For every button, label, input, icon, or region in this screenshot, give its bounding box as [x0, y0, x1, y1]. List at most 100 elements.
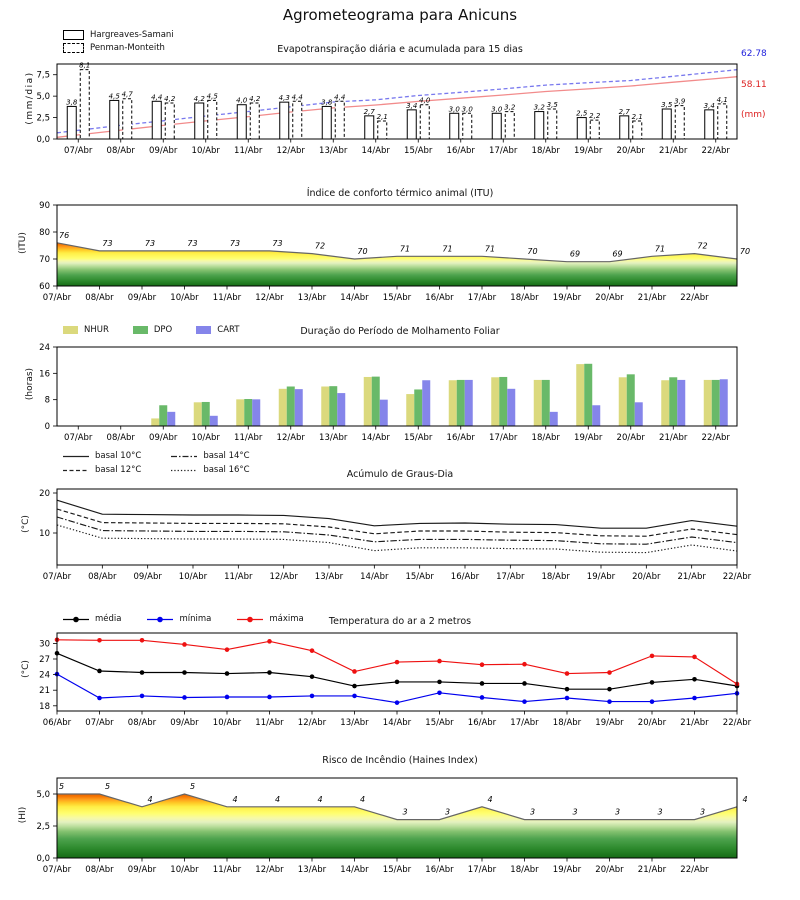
svg-text:71: 71: [485, 244, 495, 253]
svg-text:10/Abr: 10/Abr: [179, 572, 208, 582]
svg-text:20/Abr: 20/Abr: [617, 433, 646, 443]
svg-text:24: 24: [39, 671, 50, 681]
svg-text:21/Abr: 21/Abr: [638, 865, 667, 875]
svg-text:19/Abr: 19/Abr: [574, 146, 603, 156]
svg-text:0,0: 0,0: [36, 135, 50, 145]
svg-text:06/Abr: 06/Abr: [43, 718, 72, 728]
svg-text:2,7: 2,7: [619, 108, 631, 116]
svg-text:4,4: 4,4: [151, 93, 162, 101]
svg-text:14/Abr: 14/Abr: [362, 433, 391, 443]
maxima-line-swatch-icon: [237, 616, 264, 622]
svg-text:71: 71: [400, 244, 410, 253]
svg-text:73: 73: [230, 239, 240, 248]
svg-text:13/Abr: 13/Abr: [319, 433, 348, 443]
svg-text:3: 3: [700, 808, 705, 817]
leaf-wetness-chart: 0 8 16 24 07/Abr 08/Abr 09/Abr 10/Abr 11/Abr 12/A…: [39, 343, 738, 443]
svg-text:20/Abr: 20/Abr: [595, 293, 624, 303]
svg-text:20/Abr: 20/Abr: [638, 718, 667, 728]
svg-text:07/Abr: 07/Abr: [43, 865, 72, 875]
svg-text:19/Abr: 19/Abr: [553, 865, 582, 875]
svg-text:10/Abr: 10/Abr: [192, 433, 221, 443]
svg-text:3,0: 3,0: [462, 105, 474, 113]
svg-text:11/Abr: 11/Abr: [255, 718, 284, 728]
svg-text:12/Abr: 12/Abr: [298, 718, 327, 728]
svg-text:18/Abr: 18/Abr: [510, 865, 539, 875]
page-title: Agrometeograma para Anicuns: [282, 6, 518, 24]
svg-text:73: 73: [102, 239, 112, 248]
svg-text:11/Abr: 11/Abr: [234, 146, 263, 156]
svg-text:17/Abr: 17/Abr: [468, 865, 497, 875]
svg-text:14/Abr: 14/Abr: [360, 572, 389, 582]
svg-text:19/Abr: 19/Abr: [553, 293, 582, 303]
legend-label: Hargreaves-Samani: [90, 30, 174, 40]
svg-text:3,5: 3,5: [547, 101, 559, 109]
fire-risk-chart: 5 5 4 5 4 4 4 4 3 3 4 3 3 3 3 3 4 0,0 2,5 5,0 07/Abr 08/Abr 09…: [36, 777, 748, 875]
svg-text:3,8: 3,8: [321, 98, 333, 106]
svg-text:3,0: 3,0: [449, 105, 461, 113]
svg-text:12/Abr: 12/Abr: [277, 146, 306, 156]
svg-text:4: 4: [147, 795, 152, 804]
svg-text:15/Abr: 15/Abr: [404, 146, 433, 156]
svg-text:21: 21: [39, 686, 50, 696]
svg-text:14/Abr: 14/Abr: [340, 293, 369, 303]
svg-text:19/Abr: 19/Abr: [595, 718, 624, 728]
svg-text:4,2: 4,2: [249, 95, 261, 103]
svg-text:71: 71: [442, 244, 452, 253]
svg-text:2,2: 2,2: [589, 112, 601, 120]
svg-text:10/Abr: 10/Abr: [170, 865, 199, 875]
svg-text:19/Abr: 19/Abr: [574, 433, 603, 443]
svg-text:08/Abr: 08/Abr: [128, 718, 157, 728]
svg-text:3: 3: [657, 808, 662, 817]
legend-item-maxima: máxima: [237, 614, 304, 624]
svg-text:15/Abr: 15/Abr: [404, 433, 433, 443]
svg-text:2,1: 2,1: [377, 113, 388, 121]
minima-line-swatch-icon: [147, 616, 174, 622]
hargreaves-total-label: 58.11: [741, 80, 767, 90]
svg-text:16/Abr: 16/Abr: [447, 146, 476, 156]
svg-text:12/Abr: 12/Abr: [269, 572, 298, 582]
svg-text:07/Abr: 07/Abr: [43, 572, 72, 582]
legend-label: Penman-Monteith: [90, 43, 165, 53]
legend-label: basal 12°C: [95, 465, 142, 475]
svg-text:11/Abr: 11/Abr: [224, 572, 253, 582]
dashed-line-swatch-icon: [63, 469, 89, 471]
svg-text:07/Abr: 07/Abr: [64, 433, 93, 443]
svg-text:15/Abr: 15/Abr: [383, 293, 412, 303]
solid-line-swatch-icon: [63, 455, 89, 457]
svg-text:12/Abr: 12/Abr: [255, 865, 284, 875]
svg-text:70: 70: [357, 247, 367, 256]
svg-text:18/Abr: 18/Abr: [532, 433, 561, 443]
svg-text:14/Abr: 14/Abr: [362, 146, 391, 156]
svg-text:3,2: 3,2: [534, 104, 546, 112]
svg-text:2,5: 2,5: [36, 114, 50, 124]
svg-text:3,2: 3,2: [504, 104, 516, 112]
svg-text:4,3: 4,3: [279, 94, 290, 102]
svg-text:73: 73: [272, 239, 282, 248]
wetness-title: Duração do Período de Molhamento Foliar: [300, 326, 500, 337]
svg-text:4: 4: [360, 795, 365, 804]
svg-text:2,7: 2,7: [364, 108, 376, 116]
svg-text:5,0: 5,0: [36, 790, 50, 800]
svg-text:72: 72: [315, 242, 325, 251]
svg-text:13/Abr: 13/Abr: [298, 293, 327, 303]
svg-text:16/Abr: 16/Abr: [425, 293, 454, 303]
svg-text:08/Abr: 08/Abr: [107, 146, 136, 156]
itu-title: Índice de conforto térmico animal (ITU): [306, 188, 494, 199]
svg-text:09/Abr: 09/Abr: [149, 146, 178, 156]
svg-text:24: 24: [39, 343, 50, 353]
svg-text:17/Abr: 17/Abr: [489, 146, 518, 156]
svg-text:70: 70: [740, 247, 750, 256]
svg-text:17/Abr: 17/Abr: [510, 718, 539, 728]
svg-text:16: 16: [39, 369, 50, 379]
svg-text:15/Abr: 15/Abr: [383, 865, 412, 875]
svg-text:17/Abr: 17/Abr: [468, 293, 497, 303]
svg-text:3: 3: [572, 808, 577, 817]
svg-text:14/Abr: 14/Abr: [340, 865, 369, 875]
temperature-title: Temperatura do ar a 2 metros: [328, 616, 472, 627]
svg-text:22/Abr: 22/Abr: [680, 865, 709, 875]
svg-text:70: 70: [527, 247, 537, 256]
degreeday-title: Acúmulo de Graus-Dia: [346, 469, 454, 480]
svg-text:16/Abr: 16/Abr: [468, 718, 497, 728]
svg-text:18/Abr: 18/Abr: [541, 572, 570, 582]
